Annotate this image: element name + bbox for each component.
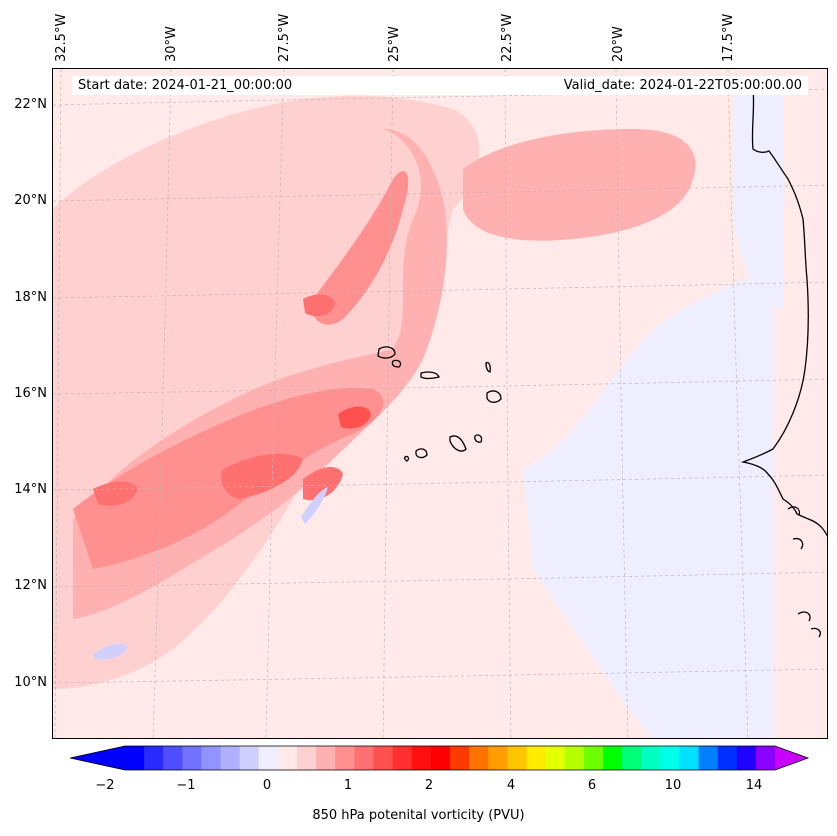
- lon-label-25w: 25°W: [387, 26, 402, 62]
- colorbar-tick-label: 4: [506, 778, 516, 793]
- field-negative-streak: [301, 487, 328, 524]
- lat-label-10n: 10°N: [14, 675, 47, 690]
- colorbar-segment: [335, 746, 355, 770]
- colorbar-segment: [277, 746, 298, 770]
- field-band-northeast: [463, 129, 696, 241]
- field-low-region-ne: [733, 89, 783, 309]
- colorbar-segment: [583, 746, 604, 770]
- lat-label-16n: 16°N: [14, 386, 47, 401]
- colorbar-segment: [258, 746, 279, 770]
- colorbar-segment: [239, 746, 260, 770]
- africa-coastline: [741, 88, 827, 638]
- lat-label-18n: 18°N: [14, 290, 47, 305]
- map-panel: [52, 68, 828, 739]
- lon-label-32-5w: 32.5°W: [54, 13, 69, 62]
- colorbar-segment: [507, 746, 527, 770]
- field-negative-blob: [93, 643, 128, 660]
- colorbar-segment: [488, 746, 508, 770]
- colorbar-segment: [602, 746, 623, 770]
- colorbar-segment: [660, 746, 680, 770]
- colorbar-segment: [430, 746, 451, 770]
- colorbar-extend-high: [775, 746, 808, 770]
- colorbar-segment: [297, 746, 317, 770]
- field-core-max: [338, 406, 371, 429]
- cape-verde-islands: [377, 346, 502, 462]
- colorbar-segment: [469, 746, 489, 770]
- colorbar-segment: [755, 746, 776, 770]
- lat-label-20n: 20°N: [14, 193, 47, 208]
- field-band-strong-north: [312, 170, 409, 325]
- colorbar-segment: [163, 746, 183, 770]
- colorbar-segment: [411, 746, 432, 770]
- colorbar-segment: [392, 746, 413, 770]
- field-core-3: [303, 467, 343, 501]
- field-core-5: [303, 294, 335, 317]
- colorbar-outline: [70, 745, 810, 771]
- lon-label-22-5w: 22.5°W: [500, 13, 515, 62]
- colorbar-segment: [182, 746, 202, 770]
- field-core-4: [93, 481, 138, 506]
- colorbar-tick-label: −1: [176, 778, 196, 793]
- colorbar: [70, 745, 810, 771]
- colorbar-segment: [201, 746, 222, 770]
- colorbar-segment: [641, 746, 661, 770]
- colorbar-segment: [679, 746, 700, 770]
- colorbar-tick-label: 10: [664, 778, 682, 793]
- lat-label-22n: 22°N: [14, 97, 47, 112]
- colorbar-tick-label: 1: [343, 778, 353, 793]
- colorbar-segment: [354, 746, 375, 770]
- potential-vorticity-field: [53, 69, 827, 738]
- lat-label-14n: 14°N: [14, 482, 47, 497]
- colorbar-tick-label: 14: [745, 778, 763, 793]
- colorbar-tick-label: 0: [262, 778, 272, 793]
- colorbar-segment: [373, 746, 394, 770]
- colorbar-segment: [526, 746, 547, 770]
- lon-label-17-5w: 17.5°W: [721, 13, 736, 62]
- colorbar-segment: [125, 746, 145, 770]
- colorbar-segment: [220, 746, 241, 770]
- colorbar-segment: [736, 746, 757, 770]
- colorbar-title: 850 hPa potenital vorticity (PVU): [312, 808, 525, 823]
- field-core-2: [221, 453, 303, 499]
- start-date-label: Start date: 2024-01-21_00:00:00: [72, 76, 540, 95]
- field-low-region-east: [523, 269, 773, 738]
- colorbar-tick-label: 6: [587, 778, 597, 793]
- lon-label-27-5w: 27.5°W: [277, 13, 292, 62]
- colorbar-tick-label: 2: [424, 778, 434, 793]
- lat-label-12n: 12°N: [14, 578, 47, 593]
- colorbar-segment: [698, 746, 719, 770]
- colorbar-tick-label: −2: [95, 778, 115, 793]
- colorbar-segment: [622, 746, 642, 770]
- gridlines: [53, 69, 827, 738]
- colorbar-segment: [450, 746, 470, 770]
- lon-label-30w: 30°W: [164, 26, 179, 62]
- lon-label-20w: 20°W: [611, 26, 626, 62]
- colorbar-segment: [564, 746, 585, 770]
- colorbar-segment: [545, 746, 566, 770]
- colorbar-segment: [316, 746, 336, 770]
- colorbar-segment: [144, 746, 164, 770]
- colorbar-segment: [717, 746, 738, 770]
- colorbar-extend-low: [70, 746, 125, 770]
- valid-date-label: Valid_date: 2024-01-22T05:00:00.00: [528, 76, 808, 95]
